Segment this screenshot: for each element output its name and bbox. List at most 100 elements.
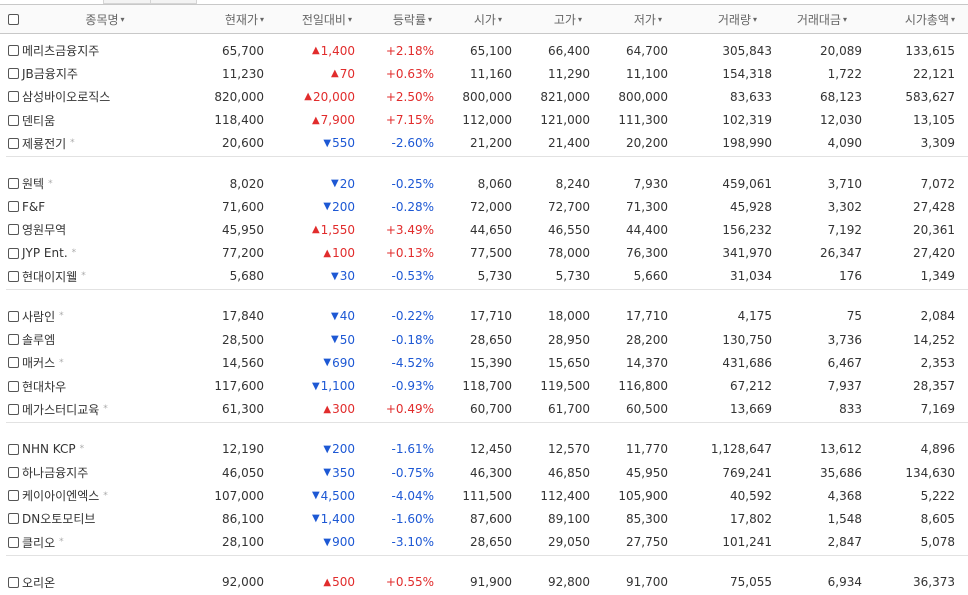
- stock-name[interactable]: 원텍: [22, 177, 45, 192]
- cell-price: 14,560: [180, 351, 264, 374]
- table-row[interactable]: 현대이지웰 * 5,680 ▼ 30 -0.53% 5,730 5,730 5,660 31,03…: [0, 265, 968, 288]
- market-cap-value: 5,078: [920, 535, 955, 550]
- table-row[interactable]: 케이아이엔엑스 * 107,000 ▼ 4,500 -4.04% 111,500 112,40…: [0, 484, 968, 507]
- row-checkbox[interactable]: [8, 247, 19, 259]
- stock-name[interactable]: NHN KCP: [22, 442, 76, 457]
- high-value: 29,050: [548, 535, 590, 550]
- open-value: 17,710: [470, 309, 512, 324]
- row-checkbox[interactable]: [8, 178, 19, 190]
- row-checkbox[interactable]: [8, 576, 19, 588]
- table-row[interactable]: NHN KCP * 12,190 ▼ 200 -1.61% 12,450 12,570 11,7…: [0, 438, 968, 461]
- table-row[interactable]: 매커스 * 14,560 ▼ 690 -4.52% 15,390 15,650 14,370 43…: [0, 351, 968, 374]
- stock-name[interactable]: JYP Ent.: [22, 246, 68, 261]
- table-row[interactable]: JB금융지주 11,230 ▲ 70 +0.63% 11,160 11,290 11,100 1…: [0, 62, 968, 85]
- row-checkbox[interactable]: [8, 357, 19, 369]
- price-value: 65,700: [222, 43, 264, 58]
- stock-name[interactable]: F&F: [22, 199, 46, 214]
- table-row[interactable]: 하나금융지주 46,050 ▼ 350 -0.75% 46,300 46,850 45,950…: [0, 461, 968, 484]
- cell-high: 121,000: [502, 109, 590, 132]
- row-checkbox[interactable]: [8, 224, 19, 236]
- row-checkbox[interactable]: [8, 137, 19, 149]
- cell-amount: 4,090: [757, 132, 862, 155]
- stock-name[interactable]: 오리온: [22, 575, 56, 590]
- table-row[interactable]: 삼성바이오로직스 820,000 ▲ 20,000 +2.50% 800,000 821,0…: [0, 85, 968, 108]
- header-label: 종목명: [85, 12, 119, 27]
- amount-value: 1,722: [827, 66, 862, 81]
- cell-low: 17,710: [582, 305, 668, 328]
- stock-name[interactable]: 현대차우: [22, 379, 67, 394]
- table-row[interactable]: 영원무역 45,950 ▲ 1,550 +3.49% 44,650 46,550 44,400…: [0, 218, 968, 241]
- table-row[interactable]: 오리온 92,000 ▲ 500 +0.55% 91,900 92,800 91,700 75,…: [0, 571, 968, 594]
- table-row[interactable]: 사람인 * 17,840 ▼ 40 -0.22% 17,710 18,000 17,710 4,1…: [0, 305, 968, 328]
- row-checkbox[interactable]: [8, 201, 19, 213]
- table-row[interactable]: 원텍 * 8,020 ▼ 20 -0.25% 8,060 8,240 7,930 459,061 3…: [0, 172, 968, 195]
- row-checkbox[interactable]: [8, 334, 19, 346]
- change-value: 30: [339, 269, 355, 284]
- stock-name[interactable]: DN오토모티브: [22, 512, 96, 527]
- low-value: 7,930: [633, 176, 668, 191]
- row-checkbox[interactable]: [8, 513, 19, 525]
- header-amount[interactable]: 거래대금 ▾: [757, 5, 847, 33]
- stock-name[interactable]: JB금융지주: [22, 67, 78, 82]
- star-icon: *: [79, 444, 85, 455]
- stock-name[interactable]: 현대이지웰: [22, 269, 78, 284]
- header-rate[interactable]: 등락률 ▾: [352, 5, 432, 33]
- row-checkbox[interactable]: [8, 443, 19, 455]
- select-all-checkbox[interactable]: [8, 13, 19, 25]
- sort-caret-icon: ▾: [427, 14, 432, 24]
- row-checkbox[interactable]: [8, 490, 19, 502]
- stock-name[interactable]: 제룡전기: [22, 136, 67, 151]
- stock-name[interactable]: 케이아이엔엑스: [22, 489, 100, 504]
- row-checkbox[interactable]: [8, 536, 19, 548]
- header-volume[interactable]: 거래량 ▾: [662, 5, 757, 33]
- market-cap-value: 22,121: [913, 66, 955, 81]
- stock-name[interactable]: 사람인: [22, 309, 56, 324]
- table-row[interactable]: 제룡전기 * 20,600 ▼ 550 -2.60% 21,200 21,400 20,200 1…: [0, 132, 968, 155]
- row-checkbox[interactable]: [8, 68, 19, 80]
- stock-name[interactable]: 영원무역: [22, 223, 67, 238]
- cell-low: 85,300: [582, 507, 668, 530]
- cell-market-cap: 133,615: [847, 39, 955, 62]
- table-row[interactable]: 메리츠금융지주 65,700 ▲ 1,400 +2.18% 65,100 66,400 64,…: [0, 39, 968, 62]
- stock-name[interactable]: 솔루엠: [22, 333, 56, 348]
- header-high[interactable]: 고가 ▾: [502, 5, 582, 33]
- volume-value: 101,241: [722, 535, 772, 550]
- header-low[interactable]: 저가 ▾: [582, 5, 662, 33]
- header-label: 거래량: [717, 12, 751, 27]
- table-row[interactable]: JYP Ent. * 77,200 ▲ 100 +0.13% 77,500 78,000 76,…: [0, 242, 968, 265]
- header-price[interactable]: 현재가 ▾: [180, 5, 264, 33]
- market-cap-value: 134,630: [905, 465, 955, 480]
- table-row[interactable]: 메가스터디교육 * 61,300 ▲ 300 +0.49% 60,700 61,700 60,5…: [0, 398, 968, 421]
- table-row[interactable]: 클리오 * 28,100 ▼ 900 -3.10% 28,650 29,050 27,750 10…: [0, 531, 968, 554]
- row-checkbox[interactable]: [8, 114, 19, 126]
- stock-name[interactable]: 메리츠금융지주: [22, 44, 100, 59]
- row-checkbox[interactable]: [8, 270, 19, 282]
- table-row[interactable]: 솔루엠 28,500 ▼ 50 -0.18% 28,650 28,950 28,200 130,…: [0, 328, 968, 351]
- header-name[interactable]: 종목명 ▾: [30, 5, 180, 33]
- row-checkbox[interactable]: [8, 91, 19, 103]
- row-checkbox[interactable]: [8, 467, 19, 479]
- header-change[interactable]: 전일대비 ▾: [265, 5, 352, 33]
- row-checkbox[interactable]: [8, 380, 19, 392]
- row-checkbox[interactable]: [8, 403, 19, 415]
- stock-name[interactable]: 매커스: [22, 356, 56, 371]
- stock-name[interactable]: 삼성바이오로직스: [22, 90, 111, 105]
- cell-market-cap: 14,252: [847, 328, 955, 351]
- cell-volume: 75,055: [662, 571, 772, 594]
- table-row[interactable]: F&F 71,600 ▼ 200 -0.28% 72,000 72,700 71,300 45,…: [0, 195, 968, 218]
- header-open[interactable]: 시가 ▾: [432, 5, 502, 33]
- row-checkbox[interactable]: [8, 310, 19, 322]
- stock-name[interactable]: 메가스터디교육: [22, 402, 100, 417]
- stock-name[interactable]: 덴티움: [22, 113, 56, 128]
- change-value: 7,900: [320, 113, 355, 128]
- table-row[interactable]: DN오토모티브 86,100 ▼ 1,400 -1.60% 87,600 89,100 85,…: [0, 507, 968, 530]
- row-checkbox[interactable]: [8, 45, 19, 57]
- table-row[interactable]: 현대차우 117,600 ▼ 1,100 -0.93% 118,700 119,500 116…: [0, 374, 968, 397]
- cell-high: 28,950: [502, 328, 590, 351]
- cell-low: 7,930: [582, 172, 668, 195]
- cell-amount: 1,722: [757, 62, 862, 85]
- stock-name[interactable]: 클리오: [22, 535, 56, 550]
- table-row[interactable]: 덴티움 118,400 ▲ 7,900 +7.15% 112,000 121,000 111,…: [0, 109, 968, 132]
- stock-name[interactable]: 하나금융지주: [22, 466, 89, 481]
- header-market-cap[interactable]: 시가총액 ▾: [847, 5, 955, 33]
